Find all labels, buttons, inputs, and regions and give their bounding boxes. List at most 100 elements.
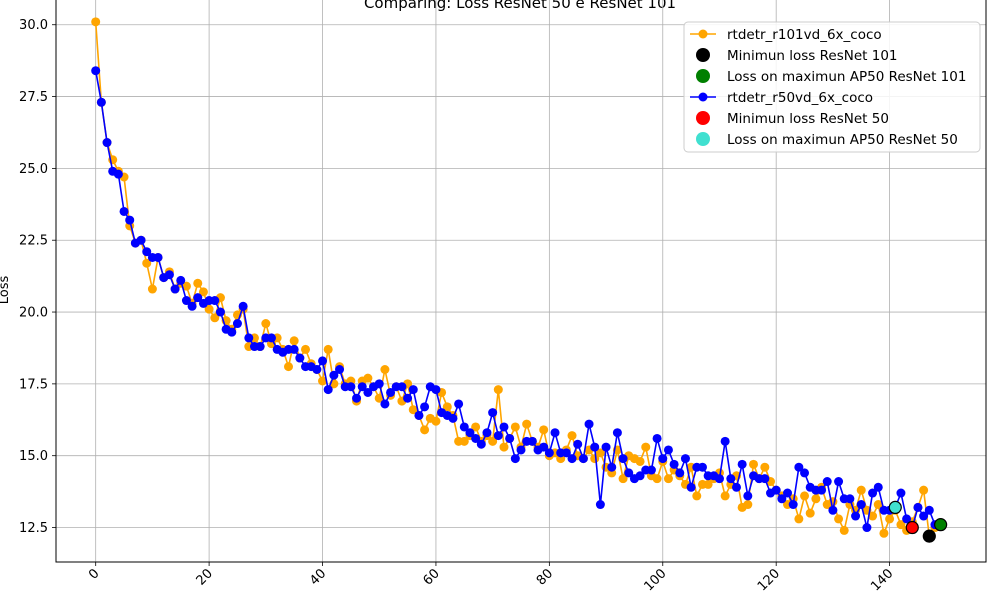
data-point (539, 442, 549, 452)
data-point (318, 356, 328, 366)
data-point (142, 258, 152, 268)
series-r50 (91, 66, 940, 533)
data-point (227, 327, 237, 337)
data-point (91, 17, 101, 27)
data-point (312, 365, 322, 375)
data-point (720, 436, 730, 446)
data-point (675, 468, 685, 478)
data-point (834, 514, 844, 524)
data-point (198, 287, 208, 297)
data-point (800, 491, 810, 501)
data-point (550, 428, 560, 438)
legend-item: Loss on maximun AP50 ResNet 50 (696, 132, 958, 148)
data-point (845, 494, 855, 504)
data-point (232, 319, 242, 329)
legend-swatch-dot (698, 92, 708, 102)
data-point (420, 402, 430, 412)
y-tick-label: 22.5 (19, 234, 48, 249)
highlight-marker (934, 518, 948, 532)
data-point (459, 422, 469, 432)
data-point (125, 215, 135, 225)
legend-swatch-dot (698, 29, 708, 39)
highlight-marker (922, 529, 936, 543)
data-point (210, 313, 220, 323)
data-point (374, 379, 384, 389)
data-point (851, 511, 861, 521)
data-point (714, 474, 724, 484)
data-point (544, 448, 554, 458)
data-point (573, 439, 583, 449)
data-point (652, 433, 662, 443)
data-point (397, 382, 407, 392)
data-point (420, 425, 430, 435)
data-point (414, 410, 424, 420)
y-tick-label: 17.5 (19, 377, 48, 392)
data-point (794, 462, 804, 472)
data-point (788, 500, 798, 510)
data-point (919, 485, 929, 495)
data-point (210, 296, 220, 306)
data-point (624, 468, 634, 478)
data-point (244, 333, 254, 343)
data-point (374, 393, 384, 403)
highlight-marker (905, 520, 919, 535)
y-tick-label: 25.0 (19, 162, 48, 177)
data-point (380, 399, 390, 409)
data-point (635, 471, 645, 481)
data-point (590, 442, 600, 452)
data-point (771, 485, 781, 495)
data-point (737, 459, 747, 469)
data-point (516, 445, 526, 455)
data-point (471, 433, 481, 443)
data-point (522, 419, 532, 429)
data-point (295, 353, 305, 363)
data-point (607, 462, 617, 472)
x-tick-label: 140 (868, 566, 896, 594)
data-point (363, 387, 373, 397)
data-point (403, 393, 413, 403)
legend: rtdetr_r101vd_6x_coco Minimun loss ResNet… (683, 21, 981, 153)
data-point (352, 393, 362, 403)
data-point (641, 442, 651, 452)
data-point (266, 333, 276, 343)
data-point (743, 500, 753, 510)
y-tick-label: 12.5 (19, 521, 48, 536)
data-point (238, 301, 248, 311)
data-point (828, 505, 838, 515)
data-point (170, 284, 180, 294)
data-point (448, 413, 458, 423)
data-point (805, 508, 815, 518)
data-point (828, 497, 838, 507)
highlight-markers (888, 500, 948, 543)
data-point (817, 485, 827, 495)
data-point (465, 428, 475, 438)
legend-label: Loss on maximun AP50 ResNet 101 (727, 69, 966, 85)
data-point (680, 454, 690, 464)
data-point (476, 439, 486, 449)
data-point (255, 342, 265, 352)
data-point (499, 442, 509, 452)
highlight-marker (888, 500, 902, 515)
plot-frame (55, 0, 987, 563)
y-axis-label: Loss (0, 276, 12, 305)
data-point (335, 365, 345, 375)
legend-swatch-dot (696, 111, 710, 125)
data-point (119, 206, 129, 216)
data-point (91, 66, 101, 76)
data-point (595, 500, 605, 510)
data-point (663, 474, 673, 484)
legend-label: Loss on maximun AP50 ResNet 50 (727, 132, 958, 148)
data-point (567, 431, 577, 441)
data-point (488, 408, 498, 418)
data-point (323, 344, 333, 354)
data-point (193, 293, 203, 303)
data-point (510, 454, 520, 464)
data-point (924, 505, 934, 515)
data-point (442, 402, 452, 412)
data-point (142, 247, 152, 257)
data-point (386, 387, 396, 397)
data-point (136, 235, 146, 245)
data-point (856, 500, 866, 510)
data-point (663, 445, 673, 455)
data-point (692, 491, 702, 501)
